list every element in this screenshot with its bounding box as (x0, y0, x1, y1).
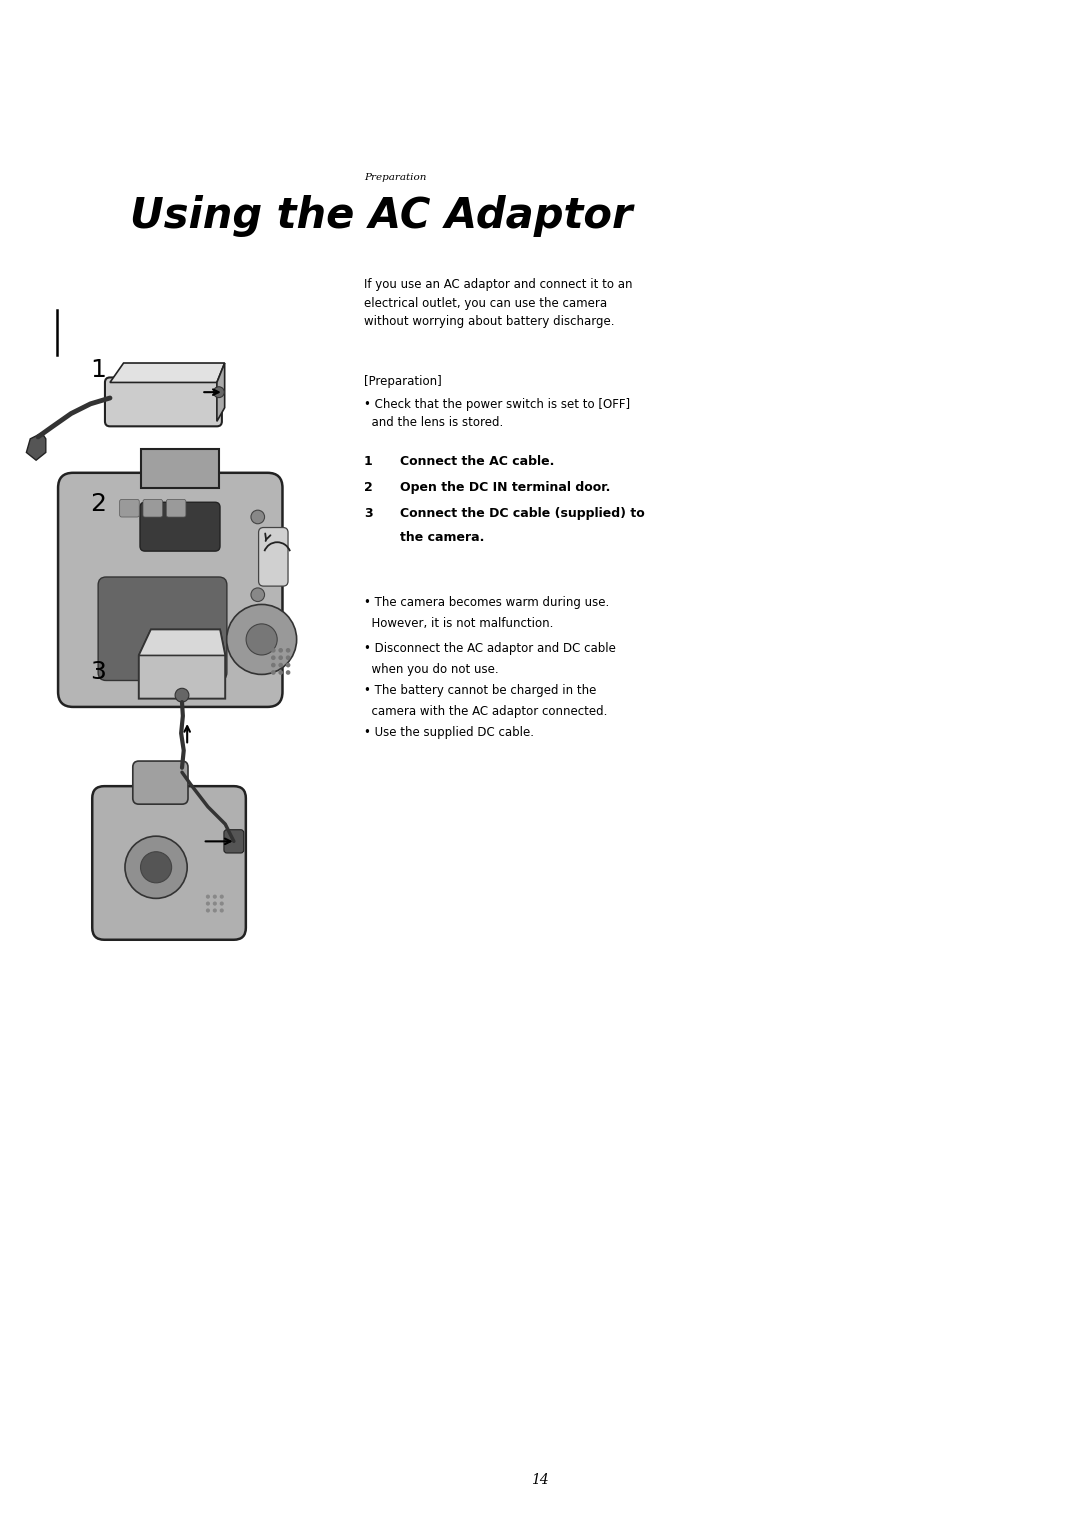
Circle shape (279, 670, 283, 674)
Text: Preparation: Preparation (364, 172, 427, 182)
Text: 2: 2 (90, 491, 106, 516)
Circle shape (206, 902, 210, 905)
Circle shape (140, 852, 172, 884)
Text: • Disconnect the AC adaptor and DC cable: • Disconnect the AC adaptor and DC cable (364, 642, 616, 655)
FancyBboxPatch shape (120, 499, 139, 517)
Circle shape (286, 649, 291, 653)
Text: 1: 1 (364, 455, 373, 468)
Text: 1: 1 (90, 359, 106, 382)
Text: If you use an AC adaptor and connect it to an
electrical outlet, you can use the: If you use an AC adaptor and connect it … (364, 278, 633, 328)
Text: Connect the DC cable (supplied) to: Connect the DC cable (supplied) to (400, 507, 645, 520)
Circle shape (246, 624, 278, 655)
Polygon shape (26, 433, 45, 461)
FancyBboxPatch shape (98, 577, 227, 681)
Polygon shape (141, 449, 219, 488)
Circle shape (213, 902, 217, 905)
Circle shape (206, 908, 210, 913)
Text: 2: 2 (364, 481, 373, 494)
Text: • The battery cannot be charged in the: • The battery cannot be charged in the (364, 684, 596, 697)
Circle shape (219, 902, 224, 905)
Text: 3: 3 (364, 507, 373, 520)
Circle shape (279, 662, 283, 667)
Text: • Check that the power switch is set to [OFF]
  and the lens is stored.: • Check that the power switch is set to … (364, 398, 630, 429)
Circle shape (279, 655, 283, 661)
Text: • The camera becomes warm during use.: • The camera becomes warm during use. (364, 597, 609, 609)
FancyBboxPatch shape (166, 499, 186, 517)
Polygon shape (139, 630, 226, 699)
Circle shape (125, 836, 187, 899)
Text: 3: 3 (90, 661, 106, 684)
Text: • Use the supplied DC cable.: • Use the supplied DC cable. (364, 726, 534, 739)
Circle shape (286, 655, 291, 661)
Text: Using the AC Adaptor: Using the AC Adaptor (130, 195, 633, 237)
Circle shape (271, 670, 275, 674)
Circle shape (214, 386, 225, 398)
Circle shape (271, 655, 275, 661)
FancyBboxPatch shape (105, 377, 221, 426)
Text: However, it is not malfunction.: However, it is not malfunction. (364, 617, 553, 630)
FancyBboxPatch shape (133, 761, 188, 804)
FancyBboxPatch shape (58, 473, 283, 707)
Text: 14: 14 (531, 1473, 549, 1486)
Polygon shape (139, 630, 226, 656)
Circle shape (227, 604, 297, 674)
FancyBboxPatch shape (92, 786, 246, 940)
Circle shape (175, 688, 189, 702)
Text: Connect the AC cable.: Connect the AC cable. (400, 455, 554, 468)
Polygon shape (217, 363, 225, 421)
Text: [Preparation]: [Preparation] (364, 375, 442, 388)
Circle shape (251, 510, 265, 523)
FancyBboxPatch shape (143, 499, 163, 517)
Text: Open the DC IN terminal door.: Open the DC IN terminal door. (400, 481, 610, 494)
Text: the camera.: the camera. (400, 531, 484, 543)
Text: camera with the AC adaptor connected.: camera with the AC adaptor connected. (364, 705, 607, 719)
Circle shape (260, 549, 274, 563)
FancyBboxPatch shape (140, 502, 220, 551)
Circle shape (213, 908, 217, 913)
Circle shape (271, 649, 275, 653)
Circle shape (271, 662, 275, 667)
Text: when you do not use.: when you do not use. (364, 662, 499, 676)
Circle shape (219, 894, 224, 899)
Circle shape (279, 649, 283, 653)
FancyBboxPatch shape (258, 528, 288, 586)
Circle shape (286, 662, 291, 667)
Circle shape (206, 894, 210, 899)
Circle shape (219, 908, 224, 913)
Circle shape (213, 894, 217, 899)
Circle shape (251, 588, 265, 601)
Polygon shape (110, 363, 225, 383)
FancyBboxPatch shape (224, 830, 244, 853)
Circle shape (286, 670, 291, 674)
